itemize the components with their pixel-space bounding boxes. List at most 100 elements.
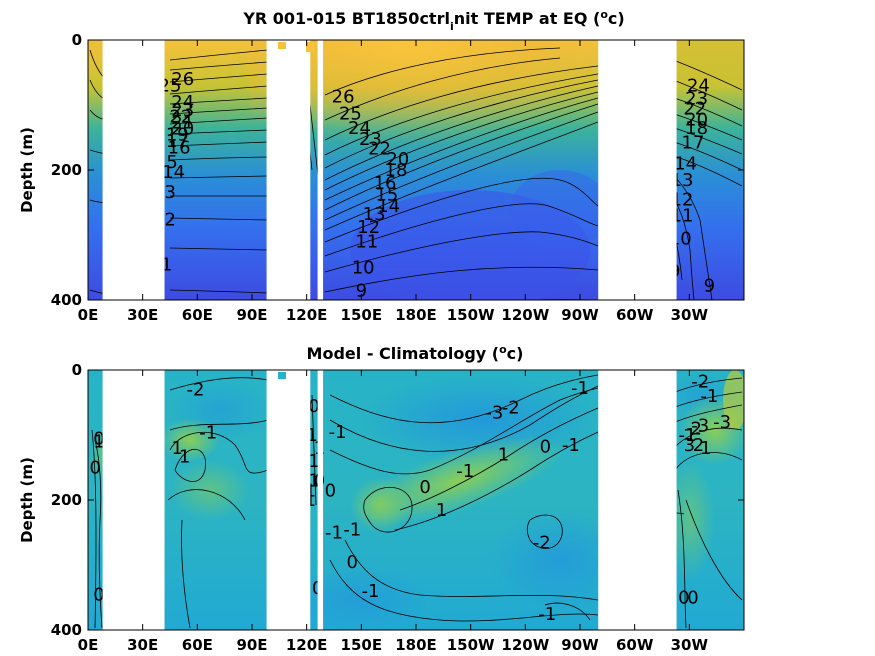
contour-label: 1 xyxy=(306,425,317,446)
x-tick-label: 30W xyxy=(671,636,709,654)
land-gap-2 xyxy=(317,370,324,630)
contour-label: 3 xyxy=(684,435,695,456)
contour-label: 0 xyxy=(308,396,319,417)
contour-label: 0 xyxy=(93,584,104,605)
contour-label: 1 xyxy=(179,446,190,467)
x-tick-label: 90W xyxy=(561,306,599,324)
island-patch xyxy=(278,42,286,49)
top-y-axis: 0 200 400 xyxy=(51,31,744,309)
x-tick-label: 150W xyxy=(447,306,495,324)
land-gap-2 xyxy=(317,40,324,300)
contour-label: 9 xyxy=(704,276,715,297)
x-tick-label: 60E xyxy=(182,306,213,324)
bottom-panel-title: Model - Climatology (oc) xyxy=(307,343,524,363)
x-tick-label: 60E xyxy=(182,636,213,654)
contour-label: 20 xyxy=(171,118,194,139)
x-tick-label: 120W xyxy=(501,306,549,324)
bottom-x-axis: 0E 30E 60E 90E 120E 150E 180E 150W 120W 90W 60W 30W xyxy=(78,370,709,654)
x-tick-label: 30E xyxy=(127,306,158,324)
x-tick-label: 90E xyxy=(236,636,267,654)
temperature-panel: YR 001-015 BT1850ctrlinit TEMP at EQ (oc… xyxy=(18,8,745,324)
contour-label: -1 xyxy=(325,523,343,544)
contour-label: 22 xyxy=(683,98,706,119)
x-tick-label: 0E xyxy=(78,636,99,654)
contour-label: -1 xyxy=(538,604,556,625)
contour-label: 0 xyxy=(678,588,689,609)
contour-label: 16 xyxy=(374,173,397,194)
contour-label: 9 xyxy=(356,280,367,301)
contour-label: 14 xyxy=(377,196,400,217)
land-gap-3 xyxy=(598,370,677,630)
contour-label: -2 xyxy=(533,532,551,553)
contour-label: 0 xyxy=(419,477,430,498)
coast-notch xyxy=(659,372,667,382)
contour-label: -1 xyxy=(329,422,347,443)
contour-label: 22 xyxy=(169,107,192,128)
contour-label: -1 xyxy=(562,435,580,456)
x-tick-label: 150E xyxy=(341,636,383,654)
y-tick-label: 0 xyxy=(72,361,82,379)
contour-label: 23 xyxy=(171,100,194,121)
land-gap-0 xyxy=(102,370,165,630)
contour-label: 24 xyxy=(171,92,194,113)
contour-label: -1 xyxy=(571,378,589,399)
bottom-y-axis-label: Depth (m) xyxy=(18,457,36,543)
contour-label: -2 xyxy=(187,380,205,401)
x-tick-label: 120W xyxy=(501,636,549,654)
contour-label: 0 xyxy=(93,428,104,449)
x-tick-label: 180E xyxy=(395,306,437,324)
x-tick-label: 90E xyxy=(236,306,267,324)
contour-label: -3 xyxy=(713,412,731,433)
temperature-contour-labels: 2625242322212019171615141312112625242322… xyxy=(149,69,715,301)
x-tick-label: 120E xyxy=(286,636,328,654)
x-tick-label: 30E xyxy=(127,636,158,654)
contour-label: 1 xyxy=(308,451,319,472)
contour-label: 0 xyxy=(346,552,357,573)
contour-label: -1 xyxy=(343,519,361,540)
contour-label: 1 xyxy=(93,432,104,453)
contour-label: 22 xyxy=(368,139,391,160)
y-tick-label: 400 xyxy=(51,621,82,639)
contour-label: -2 xyxy=(502,398,520,419)
contour-label: 17 xyxy=(682,133,705,154)
contour-label: 26 xyxy=(171,69,194,90)
x-tick-label: 0E xyxy=(78,306,99,324)
x-tick-label: 150W xyxy=(447,636,495,654)
contour-label: 13 xyxy=(363,204,386,225)
contour-label: 17 xyxy=(166,131,189,152)
contour-label: -1 xyxy=(361,581,379,602)
y-tick-label: 0 xyxy=(72,31,82,49)
y-tick-label: 400 xyxy=(51,291,82,309)
contour-label: 1 xyxy=(172,438,183,459)
island-patch xyxy=(278,372,286,379)
x-tick-label: 150E xyxy=(341,306,383,324)
x-tick-label: 60W xyxy=(616,306,654,324)
contour-label: 11 xyxy=(355,232,378,253)
contour-label: 23 xyxy=(685,89,708,110)
contour-label: 18 xyxy=(385,160,408,181)
top-x-axis: 0E 30E 60E 90E 120E 150E 180E 150W 120W 90W 60W 30W xyxy=(78,40,708,324)
contour-label: 14 xyxy=(162,162,185,183)
land-gap-1 xyxy=(266,370,311,630)
contour-label: 2 xyxy=(693,435,704,456)
contour-label: 1 xyxy=(700,438,711,459)
contour-label: 0 xyxy=(325,480,336,501)
contour-label: -1 xyxy=(700,386,718,407)
contour-label: 10 xyxy=(352,258,375,279)
y-tick-label: 200 xyxy=(51,491,82,509)
x-tick-label: 60W xyxy=(616,636,654,654)
contour-label: -1 xyxy=(679,425,697,446)
contour-label: -3 xyxy=(691,415,709,436)
contour-label: -3 xyxy=(485,402,503,423)
contour-label: 1 xyxy=(308,471,319,492)
contour-label: 24 xyxy=(348,118,371,139)
x-tick-label: 120E xyxy=(286,306,328,324)
contour-label: 0 xyxy=(540,437,551,458)
contour-label: 20 xyxy=(685,109,708,130)
coast-notch xyxy=(659,42,667,52)
contour-label: 24 xyxy=(687,76,710,97)
contour-label: -2 xyxy=(684,419,702,440)
contour-label: 1 xyxy=(436,500,447,521)
